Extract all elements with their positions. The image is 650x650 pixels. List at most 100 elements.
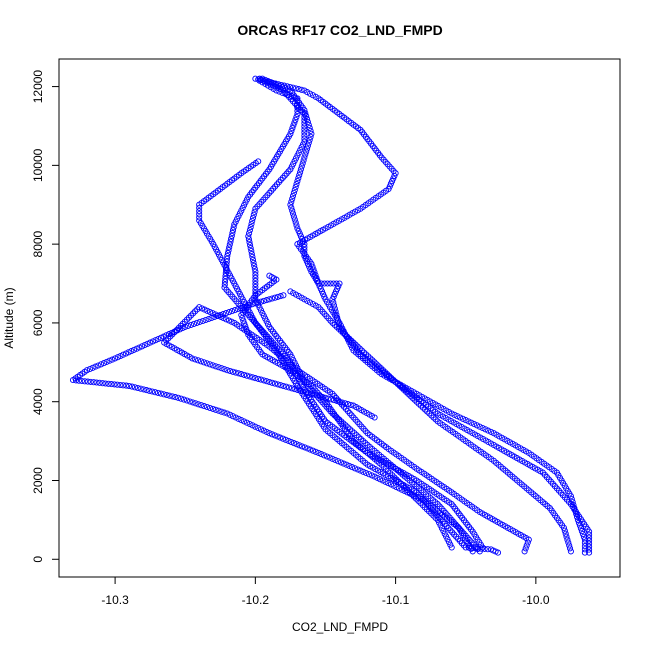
data-point-8 <box>277 293 284 300</box>
y-tick-label: 4000 <box>31 388 45 415</box>
y-tick-label: 8000 <box>31 230 45 257</box>
data-point-5 <box>569 499 576 506</box>
data-point-8 <box>249 422 256 429</box>
data-point-8 <box>365 471 373 478</box>
data-point-7 <box>336 398 343 405</box>
data-point-7 <box>221 366 228 373</box>
data-point-6 <box>413 398 420 405</box>
data-point-4 <box>305 139 312 146</box>
data-point-7 <box>192 356 199 363</box>
data-point-6 <box>561 527 568 534</box>
data-point-8 <box>123 382 130 389</box>
data-point-8 <box>263 297 270 304</box>
data-point-8 <box>87 378 94 385</box>
y-tick-label: 10000 <box>31 148 45 182</box>
data-point-8 <box>154 389 162 396</box>
data-point-5 <box>312 272 319 279</box>
data-point-2 <box>229 229 236 237</box>
data-point-6 <box>367 355 374 362</box>
data-point-2 <box>223 261 230 268</box>
data-point-8 <box>140 386 147 393</box>
data-point-8 <box>357 467 364 474</box>
data-point-8 <box>195 401 202 408</box>
data-point-3 <box>247 242 254 249</box>
data-point-3 <box>248 250 255 258</box>
data-point-6 <box>375 363 382 370</box>
data-point-8 <box>95 362 102 369</box>
data-point-8 <box>343 461 350 468</box>
data-point-8 <box>243 419 250 426</box>
data-point-8 <box>332 456 339 464</box>
data-point-4 <box>305 121 312 129</box>
data-point-6 <box>337 327 344 334</box>
data-point-8 <box>103 358 110 365</box>
data-point-2 <box>222 267 230 274</box>
data-point-8 <box>196 318 203 325</box>
data-point-6 <box>562 530 569 537</box>
data-point-4 <box>321 280 328 287</box>
data-point-7 <box>224 367 231 374</box>
data-point-3 <box>245 233 252 240</box>
data-point-6 <box>382 369 389 376</box>
x-tick-label: -10.1 <box>382 593 410 607</box>
x-tick-label: -10.0 <box>522 593 550 607</box>
data-point-8 <box>78 377 85 385</box>
data-point-5 <box>278 81 285 89</box>
data-point-2 <box>223 264 230 271</box>
data-point-3 <box>252 268 259 275</box>
data-point-8 <box>368 472 375 479</box>
data-point-8 <box>346 462 353 469</box>
data-point-4 <box>302 151 309 158</box>
data-point-8 <box>198 402 205 409</box>
data-point-5 <box>255 76 262 83</box>
data-point-8 <box>315 449 322 456</box>
data-point-3 <box>301 126 308 133</box>
data-point-5 <box>485 427 492 434</box>
data-point-8 <box>307 446 314 453</box>
data-point-4 <box>290 213 297 220</box>
data-point-8 <box>106 357 113 364</box>
data-point-7 <box>280 382 287 390</box>
data-point-8 <box>309 447 317 454</box>
data-point-8 <box>231 307 238 314</box>
data-point-5 <box>575 519 582 526</box>
data-point-6 <box>354 343 361 350</box>
data-point-8 <box>166 392 173 399</box>
data-point-8 <box>326 454 333 461</box>
data-point-8 <box>188 321 195 328</box>
data-point-6 <box>309 300 316 308</box>
data-point-8 <box>137 385 144 392</box>
data-point-8 <box>98 361 105 368</box>
data-point-5 <box>269 79 276 86</box>
data-point-7 <box>330 397 337 404</box>
data-point-8 <box>329 455 336 462</box>
data-point-4 <box>306 124 313 131</box>
data-point-5 <box>301 87 308 94</box>
data-point-7 <box>255 375 262 382</box>
data-point-4 <box>304 116 311 123</box>
data-point-7 <box>209 362 216 369</box>
data-point-6 <box>563 533 570 540</box>
data-point-8 <box>312 448 319 455</box>
data-point-3 <box>250 211 257 218</box>
data-point-7 <box>344 401 351 408</box>
data-point-8 <box>279 435 287 442</box>
data-point-1 <box>196 217 203 224</box>
data-point-6 <box>566 545 574 552</box>
data-point-8 <box>318 451 325 458</box>
data-point-2 <box>223 258 230 265</box>
data-point-2 <box>293 113 300 121</box>
data-point-8 <box>274 293 281 300</box>
data-point-8 <box>128 383 136 390</box>
data-point-5 <box>482 426 489 433</box>
data-point-1 <box>196 214 203 221</box>
data-point-7 <box>249 374 256 381</box>
data-point-4 <box>304 145 311 152</box>
data-point-8 <box>90 379 97 386</box>
data-point-4 <box>288 204 295 211</box>
data-point-4 <box>293 181 300 188</box>
data-point-4 <box>336 280 343 287</box>
data-point-3 <box>248 247 255 255</box>
data-point-5 <box>310 266 317 273</box>
data-point-8 <box>212 406 219 413</box>
